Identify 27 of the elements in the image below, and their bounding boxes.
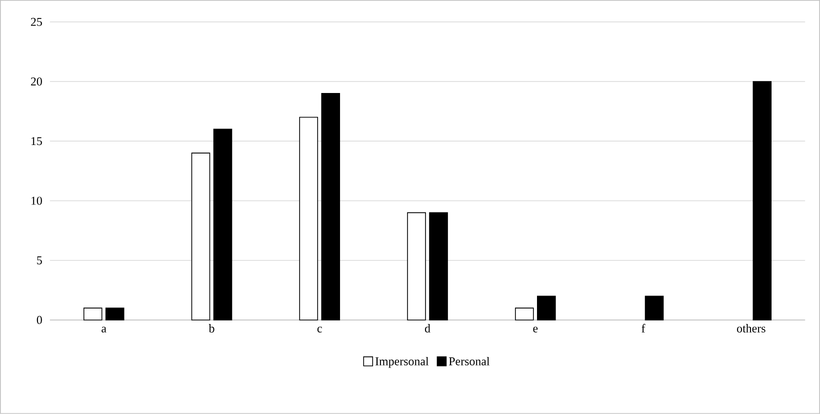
y-tick-label: 15 [31, 137, 42, 146]
x-tick-label: e [533, 326, 538, 333]
bar [514, 308, 534, 320]
x-tick-label: d [424, 324, 430, 333]
bar [213, 128, 232, 320]
x-tick-label: others [737, 324, 766, 333]
bar [321, 93, 340, 320]
bar [83, 308, 102, 320]
bar [407, 212, 426, 320]
y-tick-label: 5 [37, 256, 42, 264]
legend-label: Personal [448, 356, 490, 366]
bar [752, 81, 772, 320]
bar [191, 152, 210, 320]
y-tick-label: 10 [31, 196, 42, 205]
x-tick-label: f [642, 324, 646, 332]
y-tick-label: 0 [36, 316, 42, 324]
x-tick-label: b [208, 324, 214, 333]
bar [105, 308, 124, 320]
bar [536, 296, 556, 320]
y-tick-label: 25 [30, 18, 42, 26]
bar [644, 296, 664, 320]
bar [429, 212, 448, 320]
bar [299, 116, 318, 320]
x-tick-label: a [102, 326, 106, 333]
legend-label: Impersonal [375, 356, 429, 368]
x-tick-label: c [317, 326, 322, 333]
y-tick-label: 20 [30, 78, 42, 86]
